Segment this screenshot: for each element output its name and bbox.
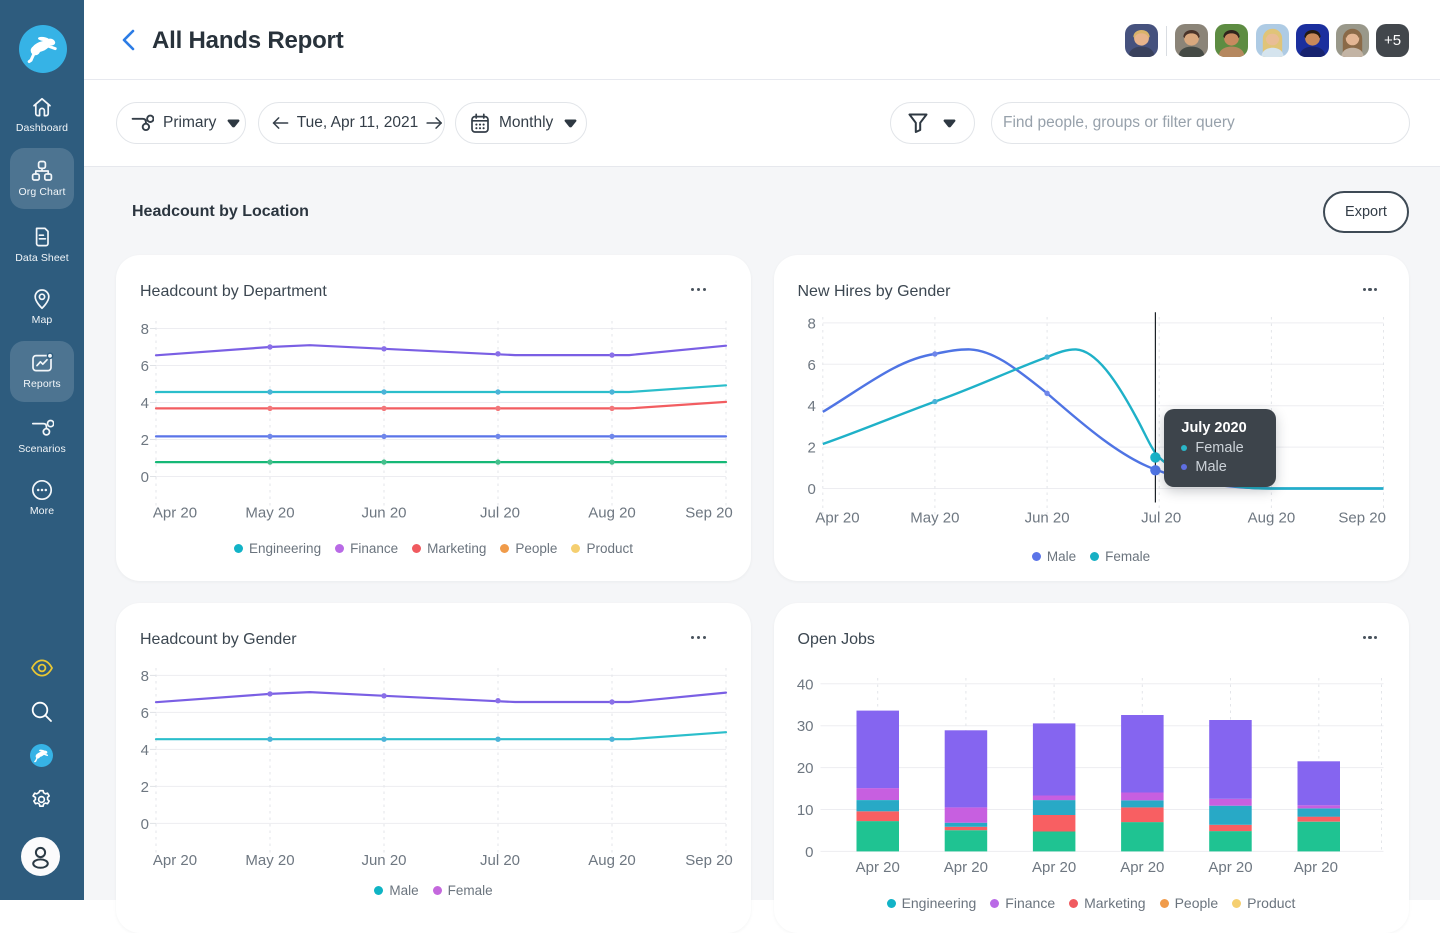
svg-text:30: 30 — [796, 718, 813, 735]
svg-text:Apr 20: Apr 20 — [1293, 859, 1337, 876]
svg-text:Aug 20: Aug 20 — [588, 504, 636, 521]
svg-text:8: 8 — [807, 315, 815, 332]
svg-text:2: 2 — [141, 779, 149, 796]
svg-text:6: 6 — [141, 358, 149, 375]
svg-text:Apr 20: Apr 20 — [943, 859, 987, 876]
svg-text:6: 6 — [141, 705, 149, 722]
svg-text:Jun 20: Jun 20 — [361, 504, 406, 521]
svg-text:Apr 20: Apr 20 — [855, 859, 899, 876]
svg-text:2: 2 — [141, 432, 149, 449]
svg-text:Jun 20: Jun 20 — [361, 852, 406, 869]
svg-text:Aug 20: Aug 20 — [1247, 509, 1295, 526]
svg-text:Apr 20: Apr 20 — [1120, 859, 1164, 876]
svg-text:Jul 20: Jul 20 — [480, 852, 520, 869]
svg-text:0: 0 — [141, 816, 149, 833]
svg-text:4: 4 — [141, 395, 149, 412]
svg-text:Apr 20: Apr 20 — [1031, 859, 1075, 876]
svg-text:8: 8 — [141, 668, 149, 685]
svg-text:2: 2 — [807, 439, 815, 456]
svg-text:0: 0 — [141, 469, 149, 486]
svg-text:May 20: May 20 — [245, 852, 294, 869]
svg-text:Sep 20: Sep 20 — [685, 852, 733, 869]
svg-text:Jul 20: Jul 20 — [480, 504, 520, 521]
svg-text:Jun 20: Jun 20 — [1024, 509, 1069, 526]
svg-text:May 20: May 20 — [245, 504, 294, 521]
svg-text:Apr 20: Apr 20 — [1208, 859, 1252, 876]
svg-text:40: 40 — [796, 676, 813, 693]
svg-text:Jul 20: Jul 20 — [1141, 509, 1181, 526]
svg-text:Sep 20: Sep 20 — [1338, 509, 1386, 526]
svg-text:20: 20 — [796, 760, 813, 777]
svg-text:Aug 20: Aug 20 — [588, 852, 636, 869]
svg-text:Apr 20: Apr 20 — [815, 509, 859, 526]
svg-text:4: 4 — [141, 742, 149, 759]
svg-text:6: 6 — [807, 356, 815, 373]
svg-text:Apr 20: Apr 20 — [153, 852, 197, 869]
svg-text:10: 10 — [796, 802, 813, 819]
svg-text:Sep 20: Sep 20 — [685, 504, 733, 521]
svg-text:8: 8 — [141, 321, 149, 338]
svg-text:4: 4 — [807, 398, 815, 415]
svg-text:0: 0 — [807, 481, 815, 498]
svg-text:May 20: May 20 — [910, 509, 959, 526]
svg-text:0: 0 — [805, 844, 813, 861]
svg-text:Apr 20: Apr 20 — [153, 504, 197, 521]
